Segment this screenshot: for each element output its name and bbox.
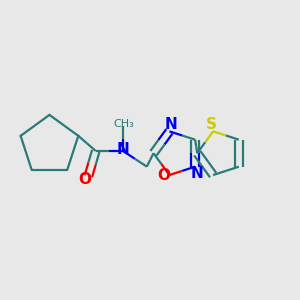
Text: O: O — [157, 168, 170, 183]
Text: O: O — [79, 172, 92, 188]
Text: N: N — [116, 142, 129, 157]
Text: S: S — [206, 117, 217, 132]
Text: N: N — [164, 118, 177, 133]
Text: CH₃: CH₃ — [113, 119, 134, 129]
Text: N: N — [190, 166, 203, 181]
